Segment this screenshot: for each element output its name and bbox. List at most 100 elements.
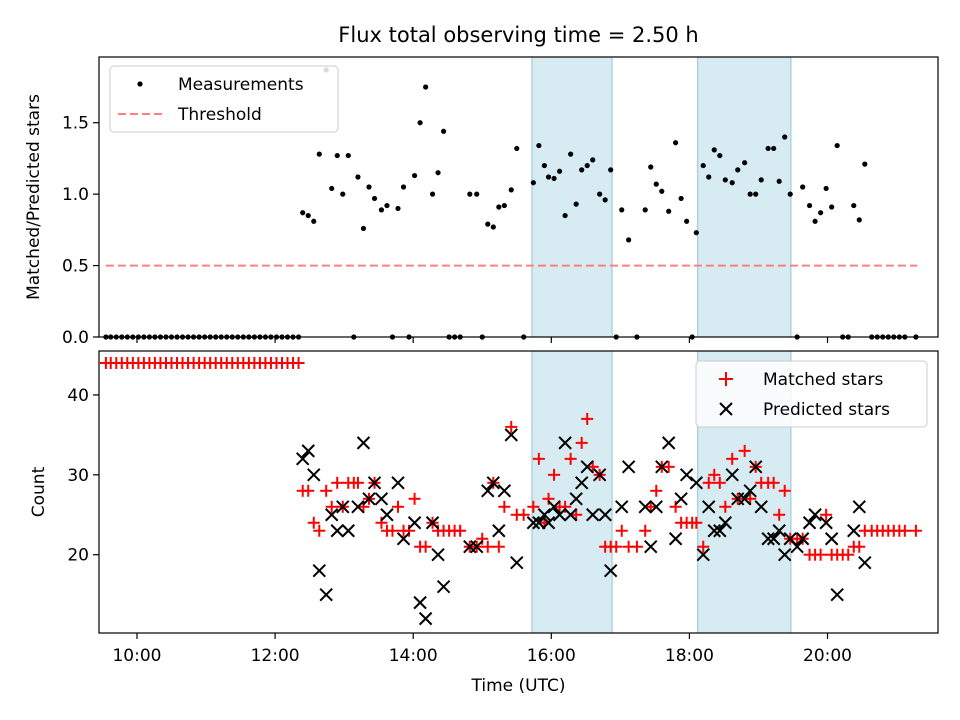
predicted-stars-point — [563, 508, 578, 522]
matched-stars-point — [527, 500, 540, 513]
measurement-point — [514, 145, 520, 152]
predicted-stars-point — [615, 500, 629, 514]
measurement-point — [818, 210, 824, 216]
predicted-stars-point — [725, 468, 739, 482]
predicted-stars-point — [580, 460, 594, 474]
predicted-stars-point — [603, 563, 618, 578]
y-tick-label: 40 — [67, 386, 89, 406]
matched-stars-point — [320, 484, 333, 497]
predicted-stars-point — [362, 492, 376, 506]
predicted-stars-point — [649, 500, 663, 514]
measurement-point — [765, 145, 771, 152]
measurement-point — [371, 195, 378, 202]
matched-stars-point — [639, 524, 652, 537]
x-tick-label: 10:00 — [112, 646, 161, 666]
measurement-point — [562, 212, 568, 219]
legend-measurements-marker — [137, 81, 143, 87]
measurement-point — [474, 191, 480, 197]
top-plot-frame — [98, 56, 939, 338]
legend-measurements-label: Measurements — [178, 75, 304, 95]
measurement-point — [747, 191, 753, 197]
measurement-point — [851, 202, 857, 209]
matched-stars-point — [548, 468, 561, 481]
matched-stars-point — [570, 508, 583, 521]
matched-stars-point — [517, 508, 530, 521]
predicted-stars-point — [552, 508, 567, 522]
predicted-stars-point — [569, 492, 583, 506]
measurement-point — [311, 218, 317, 224]
predicted-stars-point — [761, 532, 775, 546]
measurement-point — [717, 152, 723, 159]
predicted-stars-point — [707, 524, 721, 538]
matched-stars-point — [505, 420, 518, 433]
measurement-point — [626, 237, 632, 243]
matched-stars-point — [331, 476, 344, 489]
predicted-stars-point — [668, 532, 683, 546]
matched-stars-point — [767, 476, 780, 489]
measurement-point — [782, 134, 788, 140]
predicted-stars-point — [743, 484, 757, 498]
predicted-stars-point — [819, 516, 833, 530]
predicted-stars-point — [858, 555, 872, 570]
matched-stars-point — [610, 540, 623, 553]
measurement-point — [411, 172, 418, 179]
matched-stars-point — [532, 452, 545, 465]
measurement-point — [806, 202, 813, 209]
measurement-point — [758, 177, 764, 183]
measurement-point — [316, 151, 322, 157]
measurement-point — [653, 181, 659, 187]
measurement-point — [693, 230, 699, 236]
measurement-point — [771, 145, 777, 152]
measurement-point — [619, 207, 625, 213]
measurement-point — [678, 195, 684, 202]
bottom-plot-frame — [98, 350, 939, 634]
measurement-point — [556, 168, 563, 174]
measurement-point — [568, 151, 574, 157]
y-tick-label: 0.5 — [62, 257, 89, 277]
predicted-stars-point — [696, 548, 710, 562]
predicted-stars-point — [679, 468, 694, 482]
measurement-point — [706, 174, 712, 180]
matched-stars-point — [820, 508, 833, 521]
legend-matched-label: Matched stars — [763, 370, 883, 390]
matched-stars-point — [719, 500, 732, 513]
legend-bottom: Matched stars Predicted stars — [695, 360, 928, 428]
matched-stars-point — [498, 500, 511, 513]
matched-stars-point — [302, 484, 315, 497]
predicted-stars-point — [532, 516, 546, 530]
measurement-point — [735, 167, 741, 173]
y-tick-label: 30 — [67, 466, 89, 486]
measurement-point — [496, 204, 502, 210]
matched-stars-point — [313, 524, 326, 537]
measurement-point — [551, 175, 557, 182]
measurement-point — [485, 221, 491, 227]
measurement-point — [545, 174, 552, 180]
measurement-point — [340, 191, 346, 197]
predicted-stars-point — [661, 436, 676, 450]
legend-threshold-label: Threshold — [177, 105, 262, 125]
measurement-point — [467, 191, 473, 197]
measurement-point — [508, 187, 514, 193]
y-axis-ticks: 0.0 0.5 1.0 1.5 — [62, 114, 99, 348]
measurement-point — [722, 177, 728, 183]
y-axis-ticks: 20 30 40 — [67, 386, 99, 566]
predicted-stars-point — [526, 516, 541, 530]
matched-stars-point — [542, 492, 555, 505]
matched-stars-point — [419, 540, 432, 553]
measurement-point — [355, 174, 361, 180]
predicted-stars-point — [689, 476, 704, 490]
predicted-stars-point — [380, 508, 394, 522]
matched-stars-point — [392, 500, 405, 513]
measurement-point — [834, 142, 840, 149]
matched-stars-point — [713, 476, 726, 489]
observing-window-shade — [531, 350, 613, 634]
measurement-point — [573, 201, 579, 207]
predicted-stars-point — [407, 516, 422, 530]
legend-predicted-marker — [719, 402, 733, 416]
predicted-stars-point — [486, 476, 501, 490]
measurement-point — [305, 212, 311, 219]
matched-stars-point — [630, 540, 643, 553]
matched-stars-point — [292, 356, 305, 369]
predicted-stars-point — [737, 492, 752, 506]
